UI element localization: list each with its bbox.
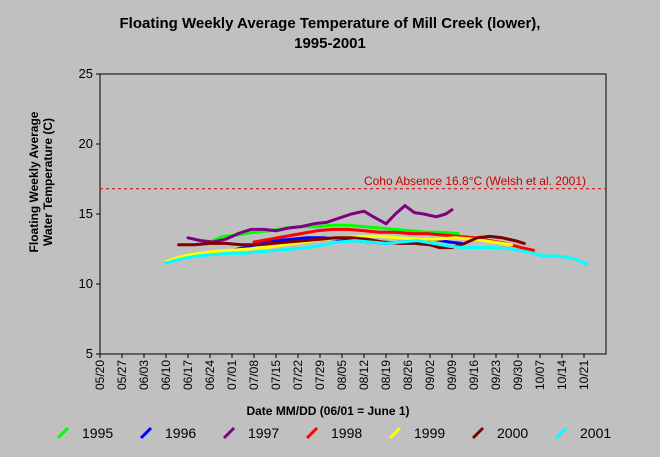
series-group bbox=[164, 204, 589, 266]
x-tick-label: 05/27 bbox=[115, 360, 129, 390]
legend-swatch-1999 bbox=[388, 426, 402, 440]
x-tick-label: 08/26 bbox=[401, 360, 415, 390]
x-tick-label: 10/14 bbox=[555, 360, 569, 390]
x-tick-label: 10/21 bbox=[577, 360, 591, 390]
x-tick-label: 06/24 bbox=[203, 360, 217, 390]
x-tick-label: 08/12 bbox=[357, 360, 371, 390]
legend: 1995 1996 1997 1998 1999 2000 2001 bbox=[56, 425, 611, 441]
legend-label-1998: 1998 bbox=[331, 425, 362, 441]
legend-swatch-1998 bbox=[305, 426, 319, 440]
chart-title: Floating Weekly Average Temperature of M… bbox=[0, 14, 660, 54]
x-tick-label: 07/22 bbox=[291, 360, 305, 390]
y-tick-label: 10 bbox=[79, 276, 93, 291]
y-axis-title-line2: Water Temperature (C) bbox=[41, 118, 55, 246]
series-line-2000 bbox=[177, 234, 526, 250]
x-tick-label: 06/10 bbox=[159, 360, 173, 390]
x-tick-label: 05/20 bbox=[93, 360, 107, 390]
legend-swatch-1995 bbox=[56, 426, 70, 440]
legend-swatch-1997 bbox=[222, 426, 236, 440]
y-tick-label: 15 bbox=[79, 206, 93, 221]
x-tick-label: 09/09 bbox=[445, 360, 459, 390]
y-tick-label: 20 bbox=[79, 136, 93, 151]
y-tick-label: 5 bbox=[86, 346, 93, 361]
series-line-1995 bbox=[208, 223, 460, 244]
chart-title-line2: 1995-2001 bbox=[294, 35, 366, 52]
threshold-label: Coho Absence 16.8°C (Welsh et al. 2001) bbox=[364, 174, 586, 188]
legend-swatch-1996 bbox=[139, 426, 153, 440]
legend-swatch-2000 bbox=[471, 426, 485, 440]
legend-label-1995: 1995 bbox=[82, 425, 113, 441]
legend-label-1996: 1996 bbox=[165, 425, 196, 441]
legend-label-1999: 1999 bbox=[414, 425, 445, 441]
x-axis: 05/20 05/27 06/03 06/10 06/17 06/24 07/01 07/08… bbox=[93, 354, 591, 390]
x-tick-label: 09/02 bbox=[423, 360, 437, 390]
legend-label-1997: 1997 bbox=[248, 425, 279, 441]
x-tick-label: 08/05 bbox=[335, 360, 349, 390]
x-tick-label: 06/03 bbox=[137, 360, 151, 390]
x-tick-label: 07/01 bbox=[225, 360, 239, 390]
y-tick-label: 25 bbox=[79, 66, 93, 81]
legend-label-2000: 2000 bbox=[497, 425, 528, 441]
legend-swatch-2001 bbox=[554, 426, 568, 440]
x-tick-label: 07/15 bbox=[269, 360, 283, 390]
x-tick-label: 10/07 bbox=[533, 360, 547, 390]
series-line-1997 bbox=[186, 204, 454, 244]
x-tick-label: 09/23 bbox=[489, 360, 503, 390]
x-tick-label: 08/19 bbox=[379, 360, 393, 390]
y-axis-title-line1: Floating Weekly Average bbox=[27, 111, 41, 252]
x-tick-label: 09/30 bbox=[511, 360, 525, 390]
x-tick-label: 09/16 bbox=[467, 360, 481, 390]
y-axis: 5 10 15 20 25 bbox=[79, 66, 100, 361]
x-tick-label: 07/29 bbox=[313, 360, 327, 390]
x-tick-label: 06/17 bbox=[181, 360, 195, 390]
legend-label-2001: 2001 bbox=[580, 425, 611, 441]
x-tick-label: 07/08 bbox=[247, 360, 261, 390]
series-line-2001 bbox=[164, 239, 589, 266]
chart-title-line1: Floating Weekly Average Temperature of M… bbox=[119, 15, 541, 32]
threshold: Coho Absence 16.8°C (Welsh et al. 2001) bbox=[100, 174, 606, 190]
x-axis-title: Date MM/DD (06/01 = June 1) bbox=[246, 404, 409, 418]
